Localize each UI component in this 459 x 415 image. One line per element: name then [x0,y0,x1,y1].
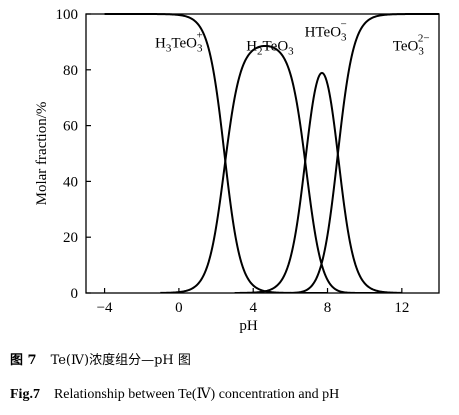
caption-cn-label: 图 7 [10,353,37,368]
caption-en-label: Fig.7 [10,387,40,402]
hteo3-curve [234,71,402,293]
x-tick-label: 12 [394,300,409,316]
caption-chinese: 图 7 Te(Ⅳ)浓度组分—pH 图 [10,352,191,370]
y-tick-label: 20 [63,230,78,246]
species-label: HTeO3− [305,18,347,43]
x-axis-label: pH [239,318,258,334]
x-tick-label: 8 [324,300,332,316]
x-tick-label: −4 [97,300,113,316]
caption-english: Fig.7 Relationship between Te(Ⅳ) concentr… [10,386,339,404]
y-axis-label: Molar fraction/% [34,102,50,206]
h3teo3-curve [104,13,328,293]
species-label: TeO32− [393,32,430,57]
species-label: H3TeO3+ [155,29,203,54]
y-tick-label: 80 [63,63,78,79]
y-tick-label: 0 [71,286,79,302]
y-tick-label: 60 [63,119,78,135]
h2teo3-curve [160,44,384,293]
plot-frame [85,13,440,294]
x-tick-label: 0 [175,300,183,316]
y-tick-label: 100 [56,7,79,23]
caption-cn-text: Te(Ⅳ)浓度组分—pH 图 [50,353,191,368]
x-tick-label: 4 [249,300,257,316]
teo3-curve [290,13,439,293]
distribution-chart: −4 0 4 8 12 0 20 40 60 80 100 pH Molar fraction/% H3T… [34,7,440,334]
y-tick-label: 40 [63,174,78,190]
caption-en-text: Relationship between Te(Ⅳ) concentration… [53,387,340,402]
species-label: H2TeO3 [246,38,294,57]
